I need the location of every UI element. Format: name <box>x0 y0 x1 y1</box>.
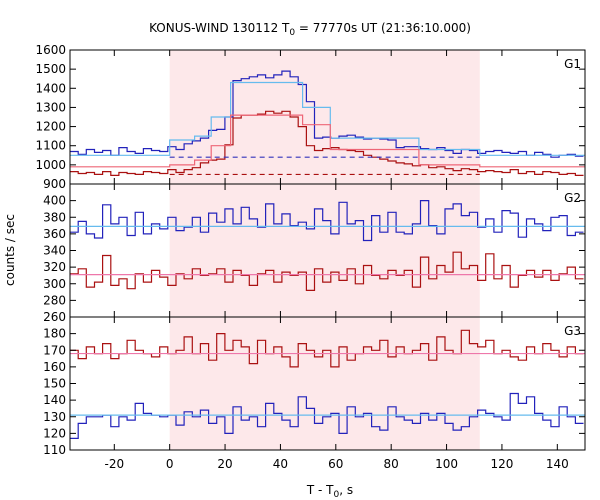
series-line <box>70 70 584 158</box>
y-tick-label: 1300 <box>35 100 66 114</box>
highlight-interval <box>169 50 480 450</box>
x-tick-label: 100 <box>435 457 458 471</box>
x-tick-label: 80 <box>384 457 399 471</box>
x-axis-label: T - T0, s <box>306 483 353 500</box>
panel-label: G2 <box>564 191 581 205</box>
panel-series <box>70 329 585 439</box>
chart-title: KONUS-WIND 130112 T0 = 77770s UT (21:36:… <box>149 21 471 38</box>
x-tick-label: 120 <box>490 457 513 471</box>
panel-series <box>70 200 585 291</box>
y-tick-label: 280 <box>43 293 66 307</box>
y-tick-label: 1100 <box>35 139 66 153</box>
y-tick-label: 140 <box>43 393 66 407</box>
panel-label: G3 <box>564 324 581 338</box>
y-tick-label: 130 <box>43 410 66 424</box>
y-tick-label: 260 <box>43 310 66 324</box>
y-tick-label: 1400 <box>35 81 66 95</box>
fit-line <box>70 81 585 156</box>
panel-g1: 900 1000 1100 1200 1300 1400 1500 1600 G1 <box>35 43 586 191</box>
fit-line <box>70 114 585 168</box>
y-tick-label: 300 <box>43 277 66 291</box>
panel-g3: 110 120 130 140 150 160 170 180 G3 <box>43 316 586 457</box>
series-line <box>70 251 584 291</box>
y-tick-label: 320 <box>43 260 66 274</box>
series-line <box>70 200 584 242</box>
y-tick-label: 160 <box>43 360 66 374</box>
y-tick-label: 360 <box>43 227 66 241</box>
x-tick-label: 20 <box>217 457 232 471</box>
x-tick-label: 140 <box>546 457 569 471</box>
y-tick-label: 180 <box>43 327 66 341</box>
series-line <box>70 392 584 439</box>
y-axis-label: counts / sec <box>3 214 17 286</box>
y-tick-label: 400 <box>43 194 66 208</box>
x-tick-label: 0 <box>166 457 174 471</box>
y-tick-label: 900 <box>43 177 66 191</box>
y-tick-label: 1500 <box>35 62 66 76</box>
y-tick-label: 1600 <box>35 43 66 57</box>
panel-label: G1 <box>564 57 581 71</box>
y-tick-label: 380 <box>43 210 66 224</box>
y-tick-label: 110 <box>43 443 66 457</box>
panel-series <box>70 70 585 176</box>
y-tick-label: 170 <box>43 343 66 357</box>
y-tick-label: 1200 <box>35 120 66 134</box>
y-tick-label: 340 <box>43 244 66 258</box>
x-tick-label: 40 <box>273 457 288 471</box>
y-tick-label: 150 <box>43 377 66 391</box>
x-tick-label: 60 <box>328 457 343 471</box>
y-tick-label: 1000 <box>35 158 66 172</box>
y-tick-label: 120 <box>43 426 66 440</box>
x-tick-label: -20 <box>104 457 124 471</box>
